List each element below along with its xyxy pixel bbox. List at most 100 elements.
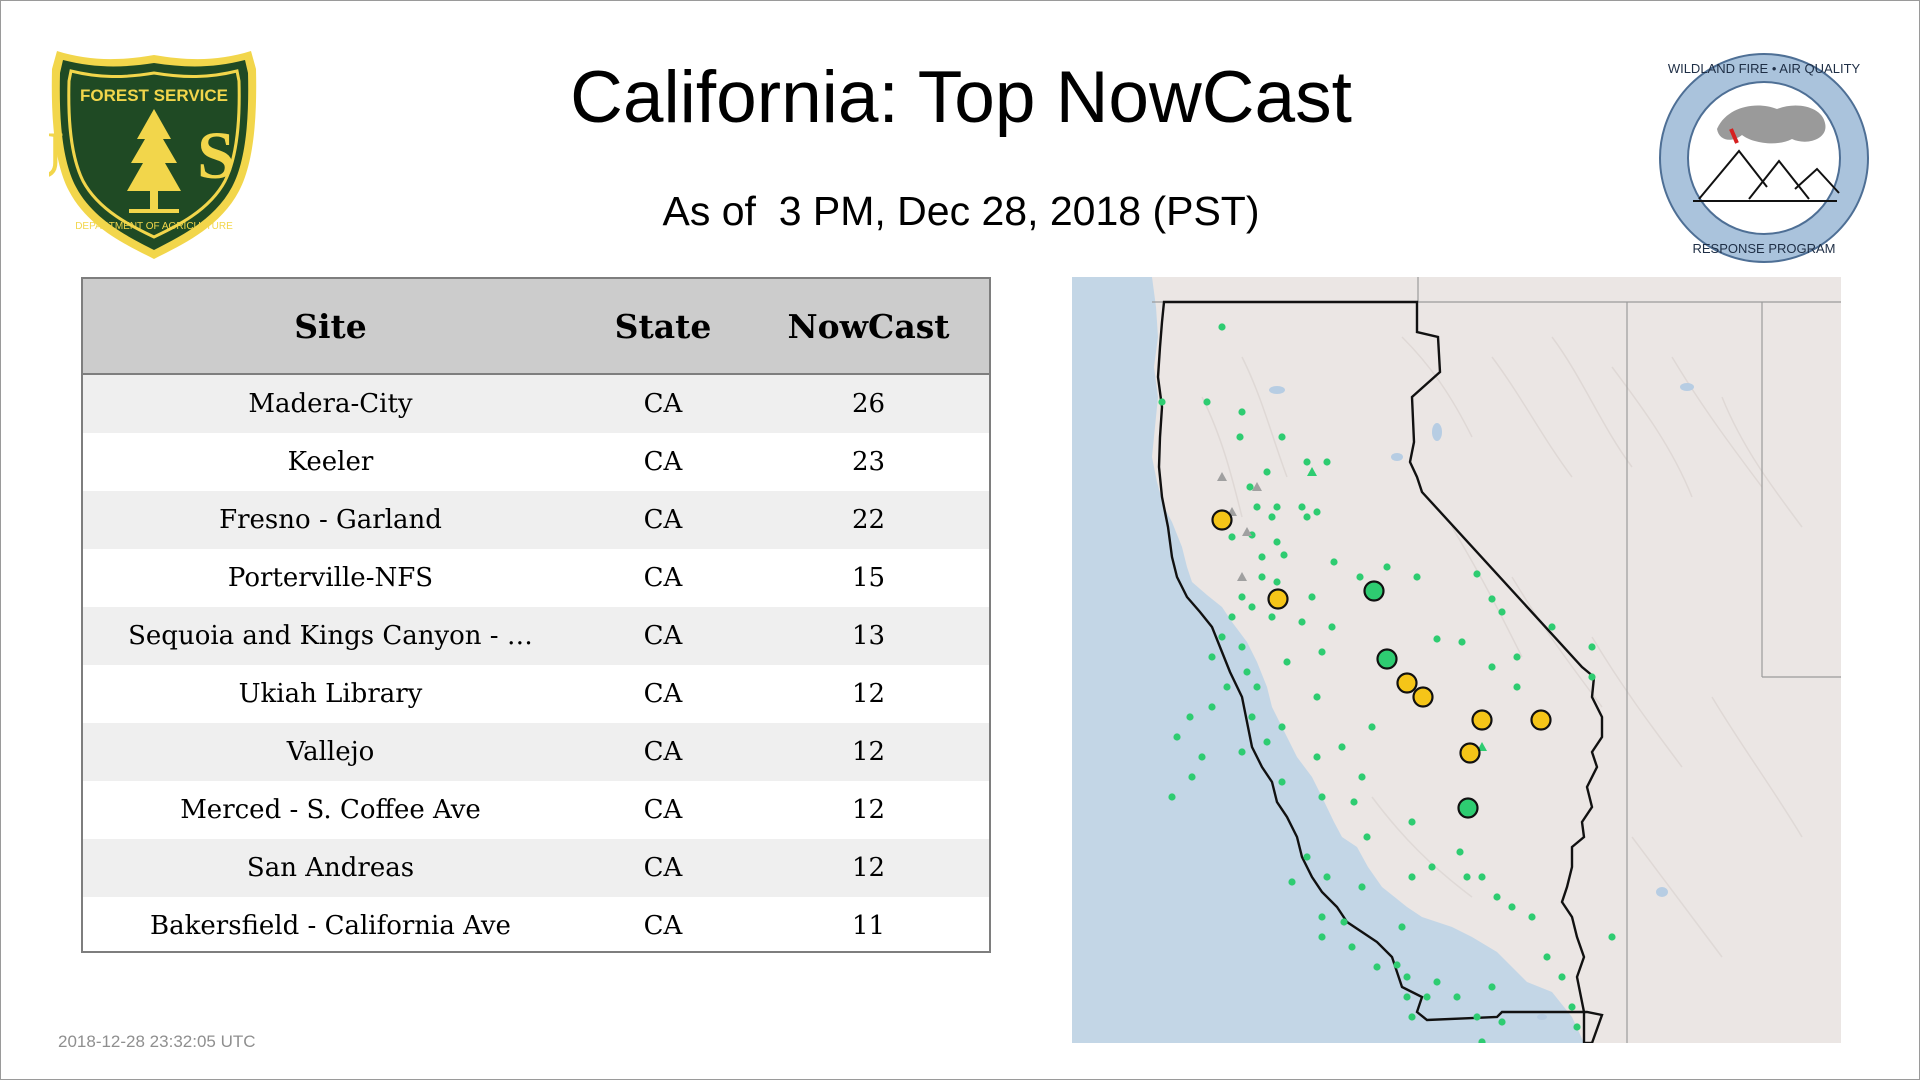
top-nowcast-table: Site State NowCast Madera-City CA 26 Kee… bbox=[81, 277, 991, 953]
monitor-site-dot bbox=[1236, 433, 1244, 441]
monitor-site-dot bbox=[1488, 595, 1496, 603]
flame-icon bbox=[1729, 128, 1739, 144]
nowcast-cell: 12 bbox=[748, 723, 989, 781]
nowcast-cell: 23 bbox=[748, 433, 989, 491]
monitor-site-dot bbox=[1248, 713, 1256, 721]
monitor-site-dot bbox=[1318, 933, 1326, 941]
monitor-site-dot bbox=[1473, 1013, 1481, 1021]
top-site-marker bbox=[1363, 580, 1385, 602]
monitor-site-dot bbox=[1218, 323, 1226, 331]
monitor-site-dot bbox=[1528, 913, 1536, 921]
table-row: Sequoia and Kings Canyon - … CA 13 bbox=[83, 607, 989, 665]
state-cell: CA bbox=[578, 781, 748, 839]
monitor-site-dot bbox=[1368, 723, 1376, 731]
lakes bbox=[1269, 383, 1694, 1020]
monitor-site-dot bbox=[1288, 878, 1296, 886]
monitor-site-dot bbox=[1313, 693, 1321, 701]
monitor-site-dot bbox=[1318, 913, 1326, 921]
generated-timestamp: 2018-12-28 23:32:05 UTC bbox=[58, 1032, 256, 1051]
monitor-site-dot bbox=[1253, 683, 1261, 691]
monitor-site-dot bbox=[1543, 953, 1551, 961]
nowcast-cell: 11 bbox=[748, 897, 989, 951]
monitor-site-dot bbox=[1188, 773, 1196, 781]
site-cell: Keeler bbox=[83, 433, 578, 491]
top-site-marker bbox=[1412, 686, 1434, 708]
monitor-site-dot bbox=[1508, 903, 1516, 911]
monitor-site-dot bbox=[1433, 978, 1441, 986]
monitor-site-dot bbox=[1358, 883, 1366, 891]
monitor-site-dot bbox=[1303, 513, 1311, 521]
monitor-site-dot bbox=[1458, 638, 1466, 646]
monitor-site-dot bbox=[1298, 503, 1306, 511]
page-title: California: Top NowCast bbox=[570, 57, 1352, 138]
site-cell: Ukiah Library bbox=[83, 665, 578, 723]
monitor-site-dot bbox=[1478, 1038, 1486, 1043]
monitor-site-dot bbox=[1323, 458, 1331, 466]
monitor-site-dot bbox=[1478, 873, 1486, 881]
top-site-marker bbox=[1459, 742, 1481, 764]
monitor-site-dot bbox=[1258, 553, 1266, 561]
monitor-site-dot bbox=[1318, 648, 1326, 656]
monitor-site-dot bbox=[1608, 933, 1616, 941]
monitor-site-dot bbox=[1433, 635, 1441, 643]
land-mass bbox=[1152, 277, 1841, 1043]
state-cell: CA bbox=[578, 897, 748, 951]
monitor-site-dot bbox=[1588, 643, 1596, 651]
usfs-top-text: FOREST SERVICE bbox=[80, 86, 228, 105]
monitor-site-dot bbox=[1403, 973, 1411, 981]
monitor-site-dot bbox=[1238, 593, 1246, 601]
monitor-site-dot bbox=[1408, 818, 1416, 826]
table-row: San Andreas CA 12 bbox=[83, 839, 989, 897]
monitor-site-dot bbox=[1173, 733, 1181, 741]
monitor-site-dot bbox=[1238, 643, 1246, 651]
top-site-marker bbox=[1457, 797, 1479, 819]
nowcast-cell: 26 bbox=[748, 374, 989, 433]
monitor-site-dot bbox=[1248, 603, 1256, 611]
table-row: Bakersfield - California Ave CA 11 bbox=[83, 897, 989, 951]
monitor-site-dot bbox=[1548, 623, 1556, 631]
monitor-site-dot bbox=[1463, 873, 1471, 881]
monitor-site-dot bbox=[1338, 743, 1346, 751]
monitor-site-dot bbox=[1350, 798, 1358, 806]
no-data-site-marker bbox=[1217, 472, 1227, 481]
no-data-site-marker bbox=[1242, 527, 1252, 536]
column-header-site: Site bbox=[83, 279, 578, 375]
top-site-marker bbox=[1396, 672, 1418, 694]
monitor-site-dot bbox=[1328, 623, 1336, 631]
monitor-site-dot bbox=[1330, 558, 1338, 566]
column-header-nowcast: NowCast bbox=[748, 279, 989, 375]
monitor-site-dot bbox=[1228, 613, 1236, 621]
site-cell: Porterville-NFS bbox=[83, 549, 578, 607]
monitor-site-dot bbox=[1323, 873, 1331, 881]
monitor-site-dot bbox=[1168, 793, 1176, 801]
monitor-site-dot bbox=[1408, 1013, 1416, 1021]
monitor-site-dot bbox=[1186, 713, 1194, 721]
monitor-site-dot bbox=[1313, 753, 1321, 761]
monitor-site-dot bbox=[1340, 918, 1348, 926]
monitor-site-dot bbox=[1268, 613, 1276, 621]
monitor-site-dot bbox=[1568, 1003, 1576, 1011]
monitor-site-dot bbox=[1308, 593, 1316, 601]
monitor-site-dot bbox=[1238, 748, 1246, 756]
california-monitor-map bbox=[1072, 277, 1841, 1043]
nowcast-cell: 22 bbox=[748, 491, 989, 549]
monitor-site-dot bbox=[1263, 738, 1271, 746]
monitor-site-dot bbox=[1513, 653, 1521, 661]
monitor-site-dot bbox=[1278, 778, 1286, 786]
table-row: Ukiah Library CA 12 bbox=[83, 665, 989, 723]
monitor-site-dot bbox=[1558, 973, 1566, 981]
terrain-shading bbox=[1201, 336, 1803, 958]
nowcast-cell: 12 bbox=[748, 781, 989, 839]
top-site-marker bbox=[1471, 709, 1493, 731]
column-header-state: State bbox=[578, 279, 748, 375]
table-header-row: Site State NowCast bbox=[83, 279, 989, 375]
nowcast-cell: 15 bbox=[748, 549, 989, 607]
site-cell: Merced - S. Coffee Ave bbox=[83, 781, 578, 839]
mountains-icon bbox=[1693, 149, 1840, 202]
state-cell: CA bbox=[578, 607, 748, 665]
monitor-site-dot bbox=[1280, 551, 1288, 559]
california-outline bbox=[1156, 300, 1604, 1043]
monitor-site-dot bbox=[1273, 578, 1281, 586]
top-site-marker bbox=[1530, 709, 1552, 731]
